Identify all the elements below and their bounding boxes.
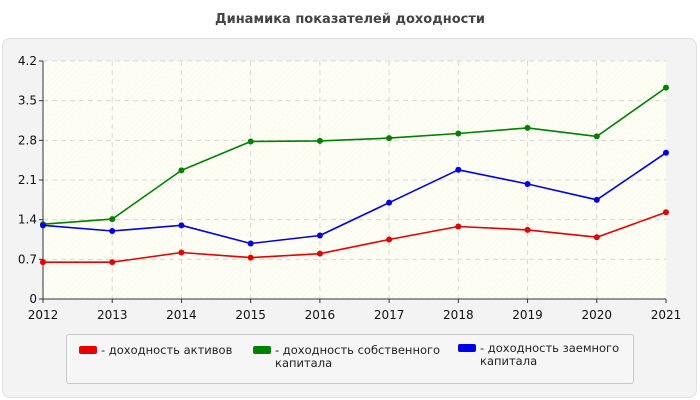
data-point-debt [524, 180, 531, 187]
series-line-assets [43, 211, 667, 264]
data-point-equity [109, 216, 116, 223]
data-point-debt [455, 166, 462, 173]
data-point-equity [663, 84, 669, 91]
x-tick-label: 2019 [512, 308, 543, 322]
data-point-assets [663, 209, 669, 216]
x-tick-label: 2013 [97, 308, 128, 322]
x-tick-label: 2012 [28, 308, 59, 322]
x-tick-label: 2020 [582, 308, 613, 322]
data-point-debt [386, 199, 393, 206]
legend: - доходность активов - доходность собств… [66, 334, 634, 384]
data-point-assets [178, 249, 185, 256]
legend-swatch-equity [253, 346, 271, 354]
y-tick-labels: 0 0.7 1.4 2.1 2.8 3.5 4.2 [18, 54, 37, 306]
data-point-assets [109, 259, 116, 266]
data-point-assets [524, 226, 531, 233]
chart-title: Динамика показателей доходности [215, 12, 485, 27]
legend-swatch-assets [79, 346, 97, 354]
legend-label-equity: - доходность собственного капитала [275, 343, 441, 370]
x-tick-labels: 2012 2013 2014 2015 2016 2017 2018 2019 2020 2021 [28, 308, 682, 322]
data-point-debt [247, 240, 254, 247]
data-point-assets [386, 236, 393, 243]
data-point-equity [386, 135, 393, 142]
x-tick-label: 2017 [374, 308, 405, 322]
x-tick-label: 2016 [305, 308, 336, 322]
series-line-debt [42, 152, 667, 245]
y-tick-label: 1.4 [18, 213, 37, 227]
x-tick-label: 2014 [166, 308, 197, 322]
data-point-debt [40, 222, 46, 229]
data-point-debt [316, 232, 323, 239]
y-tick-label: 2.8 [18, 133, 37, 147]
series-group [40, 84, 669, 266]
data-point-equity [316, 137, 323, 144]
data-point-equity [593, 133, 600, 140]
series-line-equity [42, 86, 667, 225]
x-tick-label: 2015 [235, 308, 266, 322]
data-point-equity [455, 130, 462, 137]
y-tick-label: 0.7 [18, 252, 37, 266]
x-tick-label: 2021 [651, 308, 682, 322]
data-point-assets [247, 254, 254, 261]
y-tick-label: 4.2 [18, 54, 37, 68]
data-point-equity [524, 124, 531, 131]
data-point-debt [663, 149, 669, 156]
y-tick-label: 3.5 [18, 94, 37, 108]
data-point-assets [593, 234, 600, 241]
data-point-debt [178, 222, 185, 229]
legend-label-assets: - доходность активов [101, 343, 233, 357]
legend-label-debt: - доходность заемного капитала [480, 341, 620, 368]
y-tick-label: 0 [29, 292, 37, 306]
legend-item-debt: - доходность заемного капитала [458, 341, 625, 368]
data-point-assets [455, 223, 462, 230]
data-point-equity [178, 167, 185, 174]
legend-item-equity: - доходность собственного капитала [253, 343, 445, 370]
legend-item-assets: - доходность активов [79, 343, 251, 357]
legend-swatch-debt [458, 344, 476, 352]
data-point-debt [593, 196, 600, 203]
data-point-assets [316, 250, 323, 257]
x-tick-label: 2018 [443, 308, 474, 322]
data-point-debt [109, 228, 116, 234]
data-point-assets [40, 259, 46, 266]
data-point-equity [247, 138, 254, 145]
y-tick-label: 2.1 [18, 173, 37, 187]
